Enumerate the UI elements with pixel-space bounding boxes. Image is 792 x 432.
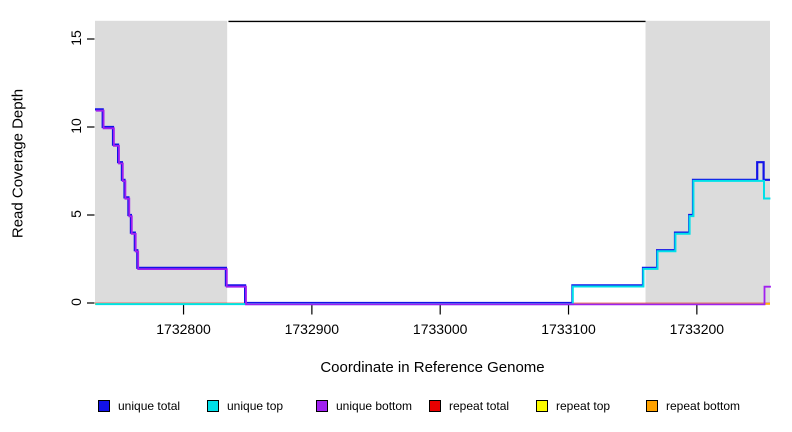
legend-swatch-repeat-top xyxy=(536,400,548,412)
legend-label-repeat-bottom: repeat bottom xyxy=(666,399,741,413)
legend-label-unique-total: unique total xyxy=(118,399,181,413)
legend-label-unique-top: unique top xyxy=(227,399,284,413)
shaded-region-1 xyxy=(645,20,770,304)
legend: unique total unique top unique bottom repea… xyxy=(0,398,792,418)
x-axis-title: Coordinate in Reference Genome xyxy=(320,359,545,376)
x-tick-label-4: 1733200 xyxy=(669,321,725,337)
x-tick-label-1: 1732900 xyxy=(284,321,340,337)
legend-swatch-repeat-total xyxy=(429,400,441,412)
y-tick-label-0: 0 xyxy=(68,298,84,306)
shaded-region-0 xyxy=(95,20,228,304)
x-tick-label-2: 1733000 xyxy=(412,321,468,337)
legend-swatch-unique-total xyxy=(98,400,110,412)
legend-swatch-unique-top xyxy=(207,400,219,412)
y-tick-label-1: 5 xyxy=(68,210,84,218)
y-tick-label-3: 15 xyxy=(68,30,84,46)
legend-label-unique-bottom: unique bottom xyxy=(336,399,413,413)
x-tick-label-0: 1732800 xyxy=(156,321,211,337)
legend-label-repeat-total: repeat total xyxy=(449,399,510,413)
series-unique-bottom xyxy=(95,109,771,306)
legend-swatch-repeat-bottom xyxy=(646,400,658,412)
y-tick-label-2: 10 xyxy=(68,118,84,134)
legend-swatch-unique-bottom xyxy=(316,400,328,412)
y-axis-title: Read Coverage Depth xyxy=(9,88,27,239)
series-unique-top xyxy=(95,179,771,306)
legend-label-repeat-top: repeat top xyxy=(556,399,611,413)
x-tick-label-3: 1733100 xyxy=(541,321,596,337)
